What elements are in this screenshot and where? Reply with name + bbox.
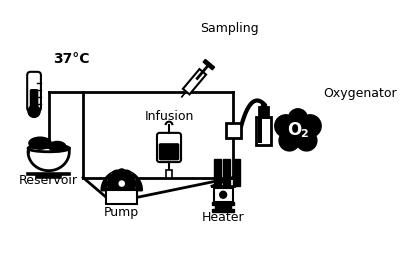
Bar [214,159,220,186]
Circle shape [118,190,126,198]
Polygon shape [28,148,69,171]
Bar [214,188,233,202]
Polygon shape [101,170,142,190]
Text: 2: 2 [300,129,308,139]
FancyBboxPatch shape [159,143,179,160]
Bar [106,190,137,204]
Bar [223,159,230,186]
Circle shape [294,117,311,135]
Ellipse shape [29,137,51,149]
Circle shape [279,130,300,151]
Circle shape [108,174,117,183]
Bar [261,104,266,107]
FancyBboxPatch shape [157,133,181,162]
Polygon shape [183,69,206,94]
Circle shape [118,169,126,178]
Circle shape [112,170,121,179]
Circle shape [112,188,121,197]
Circle shape [108,170,136,197]
Circle shape [122,188,131,197]
Bar [233,159,240,186]
Circle shape [285,117,302,135]
Bar [258,119,262,143]
Circle shape [126,174,135,183]
Circle shape [30,107,38,116]
FancyBboxPatch shape [27,72,41,111]
Text: O: O [287,121,302,139]
Bar [256,117,271,145]
Circle shape [126,185,135,193]
Text: Oxygenator: Oxygenator [324,87,397,100]
Text: Reservoir: Reservoir [19,175,78,187]
FancyBboxPatch shape [30,89,38,109]
Polygon shape [203,59,214,70]
Bar [166,170,172,178]
Bar [259,107,268,117]
Circle shape [288,109,308,128]
Circle shape [275,115,297,137]
Circle shape [116,178,128,190]
Circle shape [122,170,131,179]
Bar [212,202,234,205]
Circle shape [296,130,317,151]
Text: Pump: Pump [104,206,139,219]
Bar [226,122,241,138]
Bar [216,204,231,209]
Text: Sampling: Sampling [200,22,258,35]
Circle shape [108,185,117,193]
Circle shape [299,115,321,137]
Ellipse shape [49,142,66,152]
Bar [212,209,234,212]
Circle shape [28,105,40,117]
Circle shape [220,191,227,198]
Circle shape [119,181,124,186]
Text: 37°C: 37°C [53,52,90,66]
Circle shape [282,115,314,146]
Text: Infusion: Infusion [144,110,194,123]
Circle shape [107,179,116,188]
Circle shape [128,179,136,188]
Text: Heater: Heater [202,211,244,224]
